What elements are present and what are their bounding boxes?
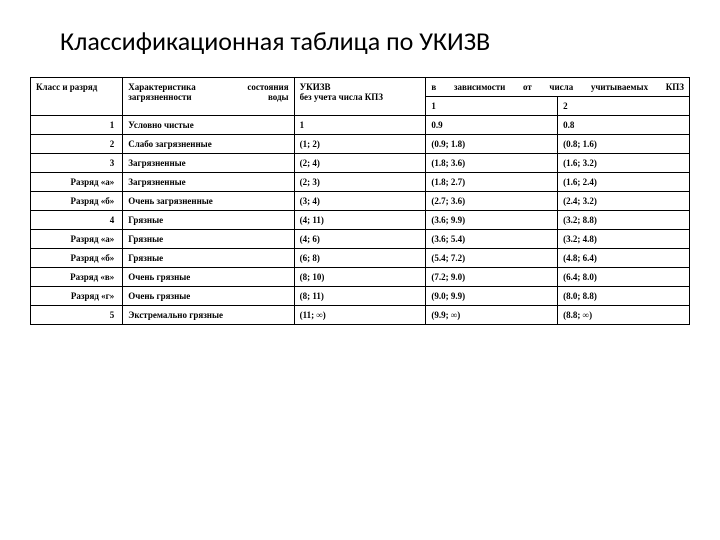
cell-c4: (2.7; 3.6) [426, 192, 558, 211]
cell-c4: (3.6; 9.9) [426, 211, 558, 230]
table-row: 2Слабо загрязненные(1; 2)(0.9; 1.8)(0.8;… [31, 135, 690, 154]
page-title: Классификационная таблица по УКИЗВ [60, 25, 690, 57]
cell-c2: Очень грязные [123, 268, 294, 287]
cell-c3: (4; 11) [294, 211, 426, 230]
cell-c5: (2.4; 3.2) [558, 192, 690, 211]
table-row: Разряд «г»Очень грязные(8; 11)(9.0; 9.9)… [31, 287, 690, 306]
cell-c4: (3.6; 5.4) [426, 230, 558, 249]
cell-c3: 1 [294, 116, 426, 135]
col-header-characteristic: Характеристика состояния загрязненности … [123, 78, 294, 116]
cell-c3: (6; 8) [294, 249, 426, 268]
cell-c5: (6.4; 8.0) [558, 268, 690, 287]
cell-c5: (8.0; 8.8) [558, 287, 690, 306]
cell-c2: Очень загрязненные [123, 192, 294, 211]
table-row: Разряд «в»Очень грязные(8; 10)(7.2; 9.0)… [31, 268, 690, 287]
col-subheader-1: 1 [426, 97, 558, 116]
cell-c3: (8; 11) [294, 287, 426, 306]
cell-c1: Разряд «б» [31, 249, 123, 268]
col-header-class: Класс и разряд [31, 78, 123, 116]
cell-c3: (1; 2) [294, 135, 426, 154]
table-row: 3Загрязненные(2; 4)(1.8; 3.6)(1.6; 3.2) [31, 154, 690, 173]
table-row: Разряд «б»Грязные(6; 8)(5.4; 7.2)(4.8; 6… [31, 249, 690, 268]
cell-c3: (8; 10) [294, 268, 426, 287]
cell-c4: (1.8; 2.7) [426, 173, 558, 192]
cell-c4: 0.9 [426, 116, 558, 135]
table-row: Разряд «а»Загрязненные(2; 3)(1.8; 2.7)(1… [31, 173, 690, 192]
col-subheader-2: 2 [558, 97, 690, 116]
cell-c1: Разряд «а» [31, 230, 123, 249]
cell-c4: (0.9; 1.8) [426, 135, 558, 154]
cell-c1: Разряд «а» [31, 173, 123, 192]
col-header-kpz: в зависимости от числа учитываемых КПЗ [426, 78, 690, 97]
cell-c5: 0.8 [558, 116, 690, 135]
cell-c5: (0.8; 1.6) [558, 135, 690, 154]
cell-c1: Разряд «б» [31, 192, 123, 211]
cell-c1: Разряд «в» [31, 268, 123, 287]
cell-c5: (8.8; ∞) [558, 306, 690, 325]
cell-c5: (3.2; 4.8) [558, 230, 690, 249]
cell-c4: (1.8; 3.6) [426, 154, 558, 173]
table-row: 5Экстремально грязные(11; ∞)(9.9; ∞)(8.8… [31, 306, 690, 325]
cell-c3: (4; 6) [294, 230, 426, 249]
cell-c2: Экстремально грязные [123, 306, 294, 325]
cell-c1: 1 [31, 116, 123, 135]
cell-c2: Условно чистые [123, 116, 294, 135]
cell-c1: 5 [31, 306, 123, 325]
cell-c3: (2; 4) [294, 154, 426, 173]
col-header-ukizv: УКИЗВ без учета числа КПЗ [294, 78, 426, 116]
cell-c4: (9.0; 9.9) [426, 287, 558, 306]
cell-c3: (3; 4) [294, 192, 426, 211]
cell-c5: (1.6; 2.4) [558, 173, 690, 192]
table-row: Разряд «б»Очень загрязненные(3; 4)(2.7; … [31, 192, 690, 211]
table-row: 4Грязные(4; 11)(3.6; 9.9)(3.2; 8.8) [31, 211, 690, 230]
cell-c3: (2; 3) [294, 173, 426, 192]
cell-c2: Слабо загрязненные [123, 135, 294, 154]
cell-c2: Грязные [123, 230, 294, 249]
cell-c1: 3 [31, 154, 123, 173]
cell-c3: (11; ∞) [294, 306, 426, 325]
cell-c2: Грязные [123, 211, 294, 230]
cell-c2: Загрязненные [123, 154, 294, 173]
classification-table: Класс и разряд Характеристика состояния … [30, 77, 690, 325]
cell-c5: (4.8; 6.4) [558, 249, 690, 268]
cell-c2: Грязные [123, 249, 294, 268]
cell-c2: Загрязненные [123, 173, 294, 192]
cell-c4: (5.4; 7.2) [426, 249, 558, 268]
cell-c2: Очень грязные [123, 287, 294, 306]
cell-c4: (9.9; ∞) [426, 306, 558, 325]
table-row: 1Условно чистые10.90.8 [31, 116, 690, 135]
table-row: Разряд «а»Грязные(4; 6)(3.6; 5.4)(3.2; 4… [31, 230, 690, 249]
cell-c1: 4 [31, 211, 123, 230]
cell-c4: (7.2; 9.0) [426, 268, 558, 287]
table-header-row: Класс и разряд Характеристика состояния … [31, 78, 690, 97]
cell-c1: 2 [31, 135, 123, 154]
cell-c5: (3.2; 8.8) [558, 211, 690, 230]
cell-c5: (1.6; 3.2) [558, 154, 690, 173]
cell-c1: Разряд «г» [31, 287, 123, 306]
